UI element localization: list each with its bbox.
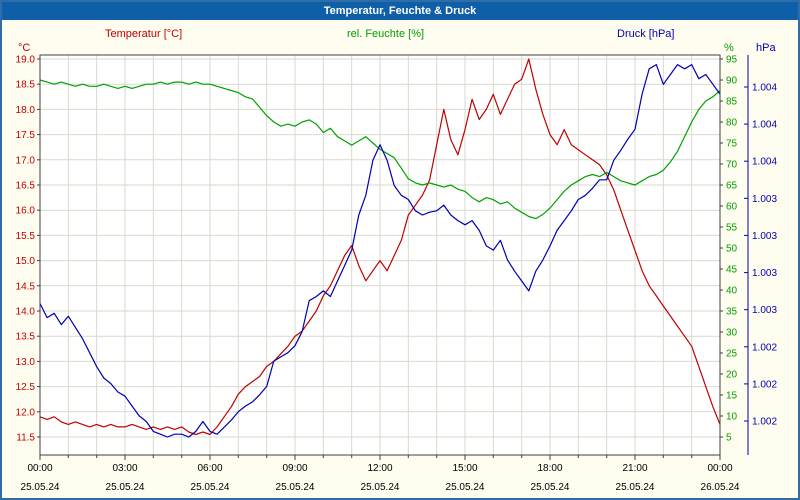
pressure-tick-label: 1.003 bbox=[752, 268, 777, 279]
date-tick-label: 26.05.24 bbox=[701, 482, 740, 493]
humidity-tick-label: 55 bbox=[726, 223, 738, 234]
humidity-tick-label: 35 bbox=[726, 307, 738, 318]
humidity-tick-label: 85 bbox=[726, 97, 738, 108]
humidity-tick-label: 25 bbox=[726, 349, 738, 360]
temperature-tick-label: 17.5 bbox=[16, 130, 36, 141]
temperature-tick-label: 16.5 bbox=[16, 181, 36, 192]
date-tick-label: 25.05.24 bbox=[531, 482, 570, 493]
humidity-tick-label: 70 bbox=[726, 160, 738, 171]
far-right-axis-unit: hPa bbox=[756, 42, 776, 54]
left-axis-labels: 19.0 18.5 18.0 17.5 17.0 16.5 16.0 15.5 15.0 14.5… bbox=[16, 55, 40, 444]
legend-temperature: Temperatur [°C] bbox=[105, 28, 183, 40]
humidity-tick-label: 60 bbox=[726, 202, 738, 213]
date-tick-label: 25.05.24 bbox=[616, 482, 655, 493]
temperature-tick-label: 11.5 bbox=[16, 433, 35, 444]
time-tick-label: 00:00 bbox=[707, 463, 732, 474]
temperature-tick-label: 18.5 bbox=[16, 80, 36, 91]
temperature-tick-label: 17.0 bbox=[16, 155, 36, 166]
pressure-tick-label: 1.002 bbox=[752, 342, 777, 353]
temperature-tick-label: 15.0 bbox=[16, 256, 36, 267]
humidity-tick-label: 5 bbox=[726, 433, 732, 444]
pressure-tick-label: 1.003 bbox=[752, 194, 777, 205]
temperature-tick-label: 13.5 bbox=[16, 332, 36, 343]
temperature-tick-label: 14.0 bbox=[16, 307, 36, 318]
time-tick-label: 18:00 bbox=[537, 463, 562, 474]
pressure-tick-label: 1.002 bbox=[752, 417, 777, 428]
humidity-line bbox=[39, 79, 721, 220]
temperature-tick-label: 15.5 bbox=[16, 231, 36, 242]
temperature-tick-label: 12.0 bbox=[16, 407, 36, 418]
temperature-tick-label: 18.0 bbox=[16, 105, 36, 116]
pressure-tick-label: 1.002 bbox=[752, 379, 777, 390]
time-tick-label: 00:00 bbox=[27, 463, 52, 474]
pressure-tick-label: 1.004 bbox=[752, 83, 777, 94]
temperature-tick-label: 19.0 bbox=[16, 55, 36, 66]
date-tick-label: 25.05.24 bbox=[191, 482, 230, 493]
time-tick-label: 09:00 bbox=[282, 463, 307, 474]
pressure-tick-label: 1.004 bbox=[752, 120, 777, 131]
date-tick-label: 25.05.24 bbox=[446, 482, 485, 493]
left-axis-unit: °C bbox=[18, 42, 31, 54]
date-tick-label: 25.05.24 bbox=[21, 482, 60, 493]
date-tick-label: 25.05.24 bbox=[361, 482, 400, 493]
humidity-tick-label: 30 bbox=[726, 328, 738, 339]
time-tick-label: 21:00 bbox=[622, 463, 647, 474]
time-tick-label: 06:00 bbox=[197, 463, 222, 474]
legend-pressure: Druck [hPa] bbox=[617, 28, 675, 40]
temperature-tick-label: 13.0 bbox=[16, 357, 36, 368]
temperature-tick-label: 16.0 bbox=[16, 206, 36, 217]
window-title-bar: Temperatur, Feuchte & Druck bbox=[2, 2, 798, 20]
time-tick-label: 12:00 bbox=[367, 463, 392, 474]
humidity-tick-label: 40 bbox=[726, 286, 738, 297]
window-title: Temperatur, Feuchte & Druck bbox=[323, 5, 477, 17]
grid bbox=[40, 55, 720, 455]
date-tick-label: 25.05.24 bbox=[276, 482, 315, 493]
right-axis-labels: 95 90 85 80 75 70 65 60 55 50 45 40 35 30 25 20 15 10 5 bbox=[720, 55, 738, 444]
humidity-tick-label: 50 bbox=[726, 244, 738, 255]
time-tick-label: 03:00 bbox=[112, 463, 137, 474]
pressure-tick-label: 1.004 bbox=[752, 157, 777, 168]
temperature-tick-label: 14.5 bbox=[16, 281, 36, 292]
humidity-tick-label: 20 bbox=[726, 370, 738, 381]
temperature-line bbox=[39, 58, 721, 436]
x-axis-labels: 00:00 25.05.24 03:00 25.05.24 06:00 25.05.24 0… bbox=[21, 455, 740, 493]
pressure-tick-label: 1.003 bbox=[752, 305, 777, 316]
pressure-tick-label: 1.003 bbox=[752, 231, 777, 242]
date-tick-label: 25.05.24 bbox=[106, 482, 145, 493]
temperature-tick-label: 12.5 bbox=[16, 382, 36, 393]
humidity-tick-label: 90 bbox=[726, 76, 738, 87]
humidity-tick-label: 95 bbox=[726, 55, 738, 66]
legend-humidity: rel. Feuchte [%] bbox=[347, 28, 425, 40]
humidity-tick-label: 80 bbox=[726, 118, 738, 129]
humidity-tick-label: 45 bbox=[726, 265, 738, 276]
humidity-tick-label: 75 bbox=[726, 139, 738, 150]
humidity-tick-label: 65 bbox=[726, 181, 738, 192]
pressure-line bbox=[39, 63, 721, 438]
pressure-axis: 1.004 1.004 1.004 1.003 1.003 1.003 1.003 1.002… bbox=[744, 55, 777, 455]
humidity-tick-label: 15 bbox=[726, 391, 738, 402]
right-axis-unit: % bbox=[724, 42, 734, 54]
humidity-tick-label: 10 bbox=[726, 412, 738, 423]
time-tick-label: 15:00 bbox=[452, 463, 477, 474]
